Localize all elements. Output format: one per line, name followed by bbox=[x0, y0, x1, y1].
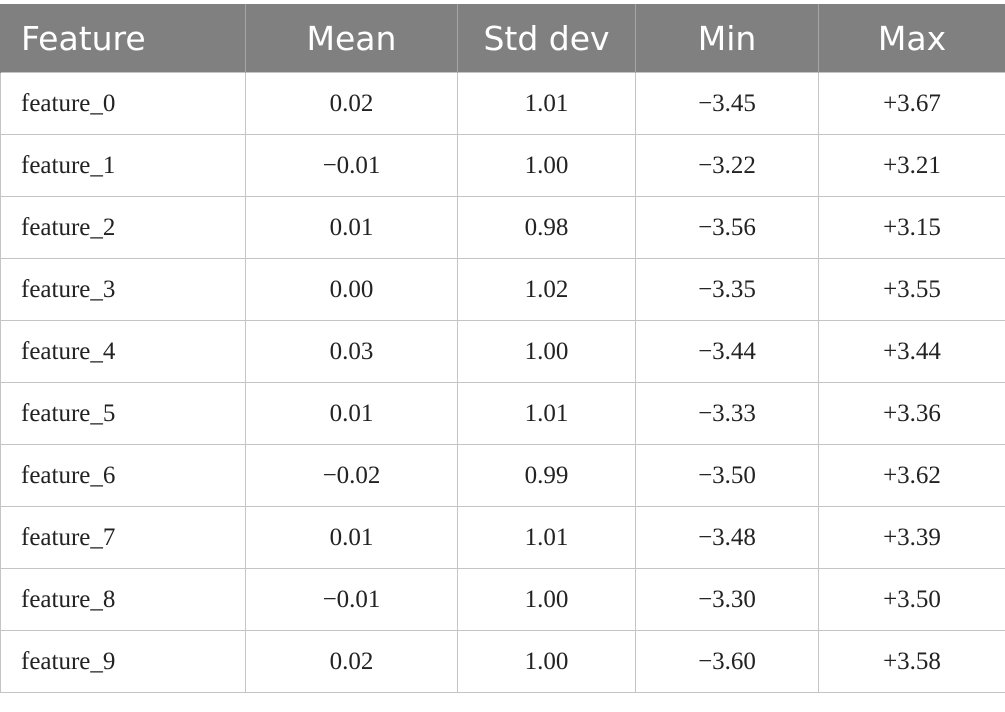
cell-feature: feature_2 bbox=[0, 196, 246, 259]
header-std-dev: Std dev bbox=[457, 4, 636, 73]
header-feature: Feature bbox=[0, 4, 246, 73]
cell-max: +3.58 bbox=[818, 630, 1005, 693]
cell-std-dev: 1.02 bbox=[457, 258, 636, 321]
cell-mean: −0.02 bbox=[245, 444, 458, 507]
cell-feature: feature_4 bbox=[0, 320, 246, 383]
cell-feature: feature_1 bbox=[0, 134, 246, 197]
table-row: feature_3 0.00 1.02 −3.35 +3.55 bbox=[0, 258, 1005, 321]
cell-max: +3.62 bbox=[818, 444, 1005, 507]
cell-min: −3.50 bbox=[635, 444, 819, 507]
cell-std-dev: 1.00 bbox=[457, 134, 636, 197]
cell-std-dev: 0.99 bbox=[457, 444, 636, 507]
cell-feature: feature_9 bbox=[0, 630, 246, 693]
cell-min: −3.45 bbox=[635, 72, 819, 135]
cell-feature: feature_7 bbox=[0, 506, 246, 569]
table-row: feature_2 0.01 0.98 −3.56 +3.15 bbox=[0, 196, 1005, 259]
table-row: feature_4 0.03 1.00 −3.44 +3.44 bbox=[0, 320, 1005, 383]
cell-mean: 0.01 bbox=[245, 196, 458, 259]
feature-statistics-table: Feature Mean Std dev Min Max feature_0 0.… bbox=[0, 4, 1005, 693]
cell-max: +3.21 bbox=[818, 134, 1005, 197]
table-row: feature_6 −0.02 0.99 −3.50 +3.62 bbox=[0, 444, 1005, 507]
cell-std-dev: 1.01 bbox=[457, 72, 636, 135]
cell-max: +3.15 bbox=[818, 196, 1005, 259]
cell-feature: feature_0 bbox=[0, 72, 246, 135]
header-row: Feature Mean Std dev Min Max bbox=[0, 4, 1005, 73]
header-max: Max bbox=[818, 4, 1005, 73]
header-mean: Mean bbox=[245, 4, 458, 73]
cell-max: +3.36 bbox=[818, 382, 1005, 445]
table-row: feature_0 0.02 1.01 −3.45 +3.67 bbox=[0, 72, 1005, 135]
cell-std-dev: 1.01 bbox=[457, 506, 636, 569]
cell-max: +3.44 bbox=[818, 320, 1005, 383]
cell-mean: 0.01 bbox=[245, 382, 458, 445]
cell-mean: 0.01 bbox=[245, 506, 458, 569]
cell-mean: −0.01 bbox=[245, 134, 458, 197]
cell-min: −3.56 bbox=[635, 196, 819, 259]
cell-max: +3.67 bbox=[818, 72, 1005, 135]
cell-min: −3.60 bbox=[635, 630, 819, 693]
cell-feature: feature_5 bbox=[0, 382, 246, 445]
table-row: feature_8 −0.01 1.00 −3.30 +3.50 bbox=[0, 568, 1005, 631]
cell-min: −3.22 bbox=[635, 134, 819, 197]
cell-std-dev: 1.00 bbox=[457, 630, 636, 693]
cell-max: +3.55 bbox=[818, 258, 1005, 321]
cell-min: −3.30 bbox=[635, 568, 819, 631]
cell-std-dev: 1.01 bbox=[457, 382, 636, 445]
cell-min: −3.48 bbox=[635, 506, 819, 569]
cell-min: −3.44 bbox=[635, 320, 819, 383]
table-body: feature_0 0.02 1.01 −3.45 +3.67 feature_1 −0.0… bbox=[0, 72, 1005, 693]
cell-mean: 0.02 bbox=[245, 630, 458, 693]
cell-feature: feature_6 bbox=[0, 444, 246, 507]
cell-max: +3.39 bbox=[818, 506, 1005, 569]
cell-max: +3.50 bbox=[818, 568, 1005, 631]
cell-feature: feature_3 bbox=[0, 258, 246, 321]
table-row: feature_5 0.01 1.01 −3.33 +3.36 bbox=[0, 382, 1005, 445]
table-row: feature_1 −0.01 1.00 −3.22 +3.21 bbox=[0, 134, 1005, 197]
cell-mean: 0.03 bbox=[245, 320, 458, 383]
table-header: Feature Mean Std dev Min Max bbox=[0, 4, 1005, 73]
cell-std-dev: 1.00 bbox=[457, 320, 636, 383]
table-row: feature_9 0.02 1.00 −3.60 +3.58 bbox=[0, 630, 1005, 693]
header-min: Min bbox=[635, 4, 819, 73]
cell-feature: feature_8 bbox=[0, 568, 246, 631]
cell-mean: −0.01 bbox=[245, 568, 458, 631]
cell-std-dev: 1.00 bbox=[457, 568, 636, 631]
cell-mean: 0.02 bbox=[245, 72, 458, 135]
cell-std-dev: 0.98 bbox=[457, 196, 636, 259]
cell-min: −3.33 bbox=[635, 382, 819, 445]
cell-min: −3.35 bbox=[635, 258, 819, 321]
table-row: feature_7 0.01 1.01 −3.48 +3.39 bbox=[0, 506, 1005, 569]
cell-mean: 0.00 bbox=[245, 258, 458, 321]
